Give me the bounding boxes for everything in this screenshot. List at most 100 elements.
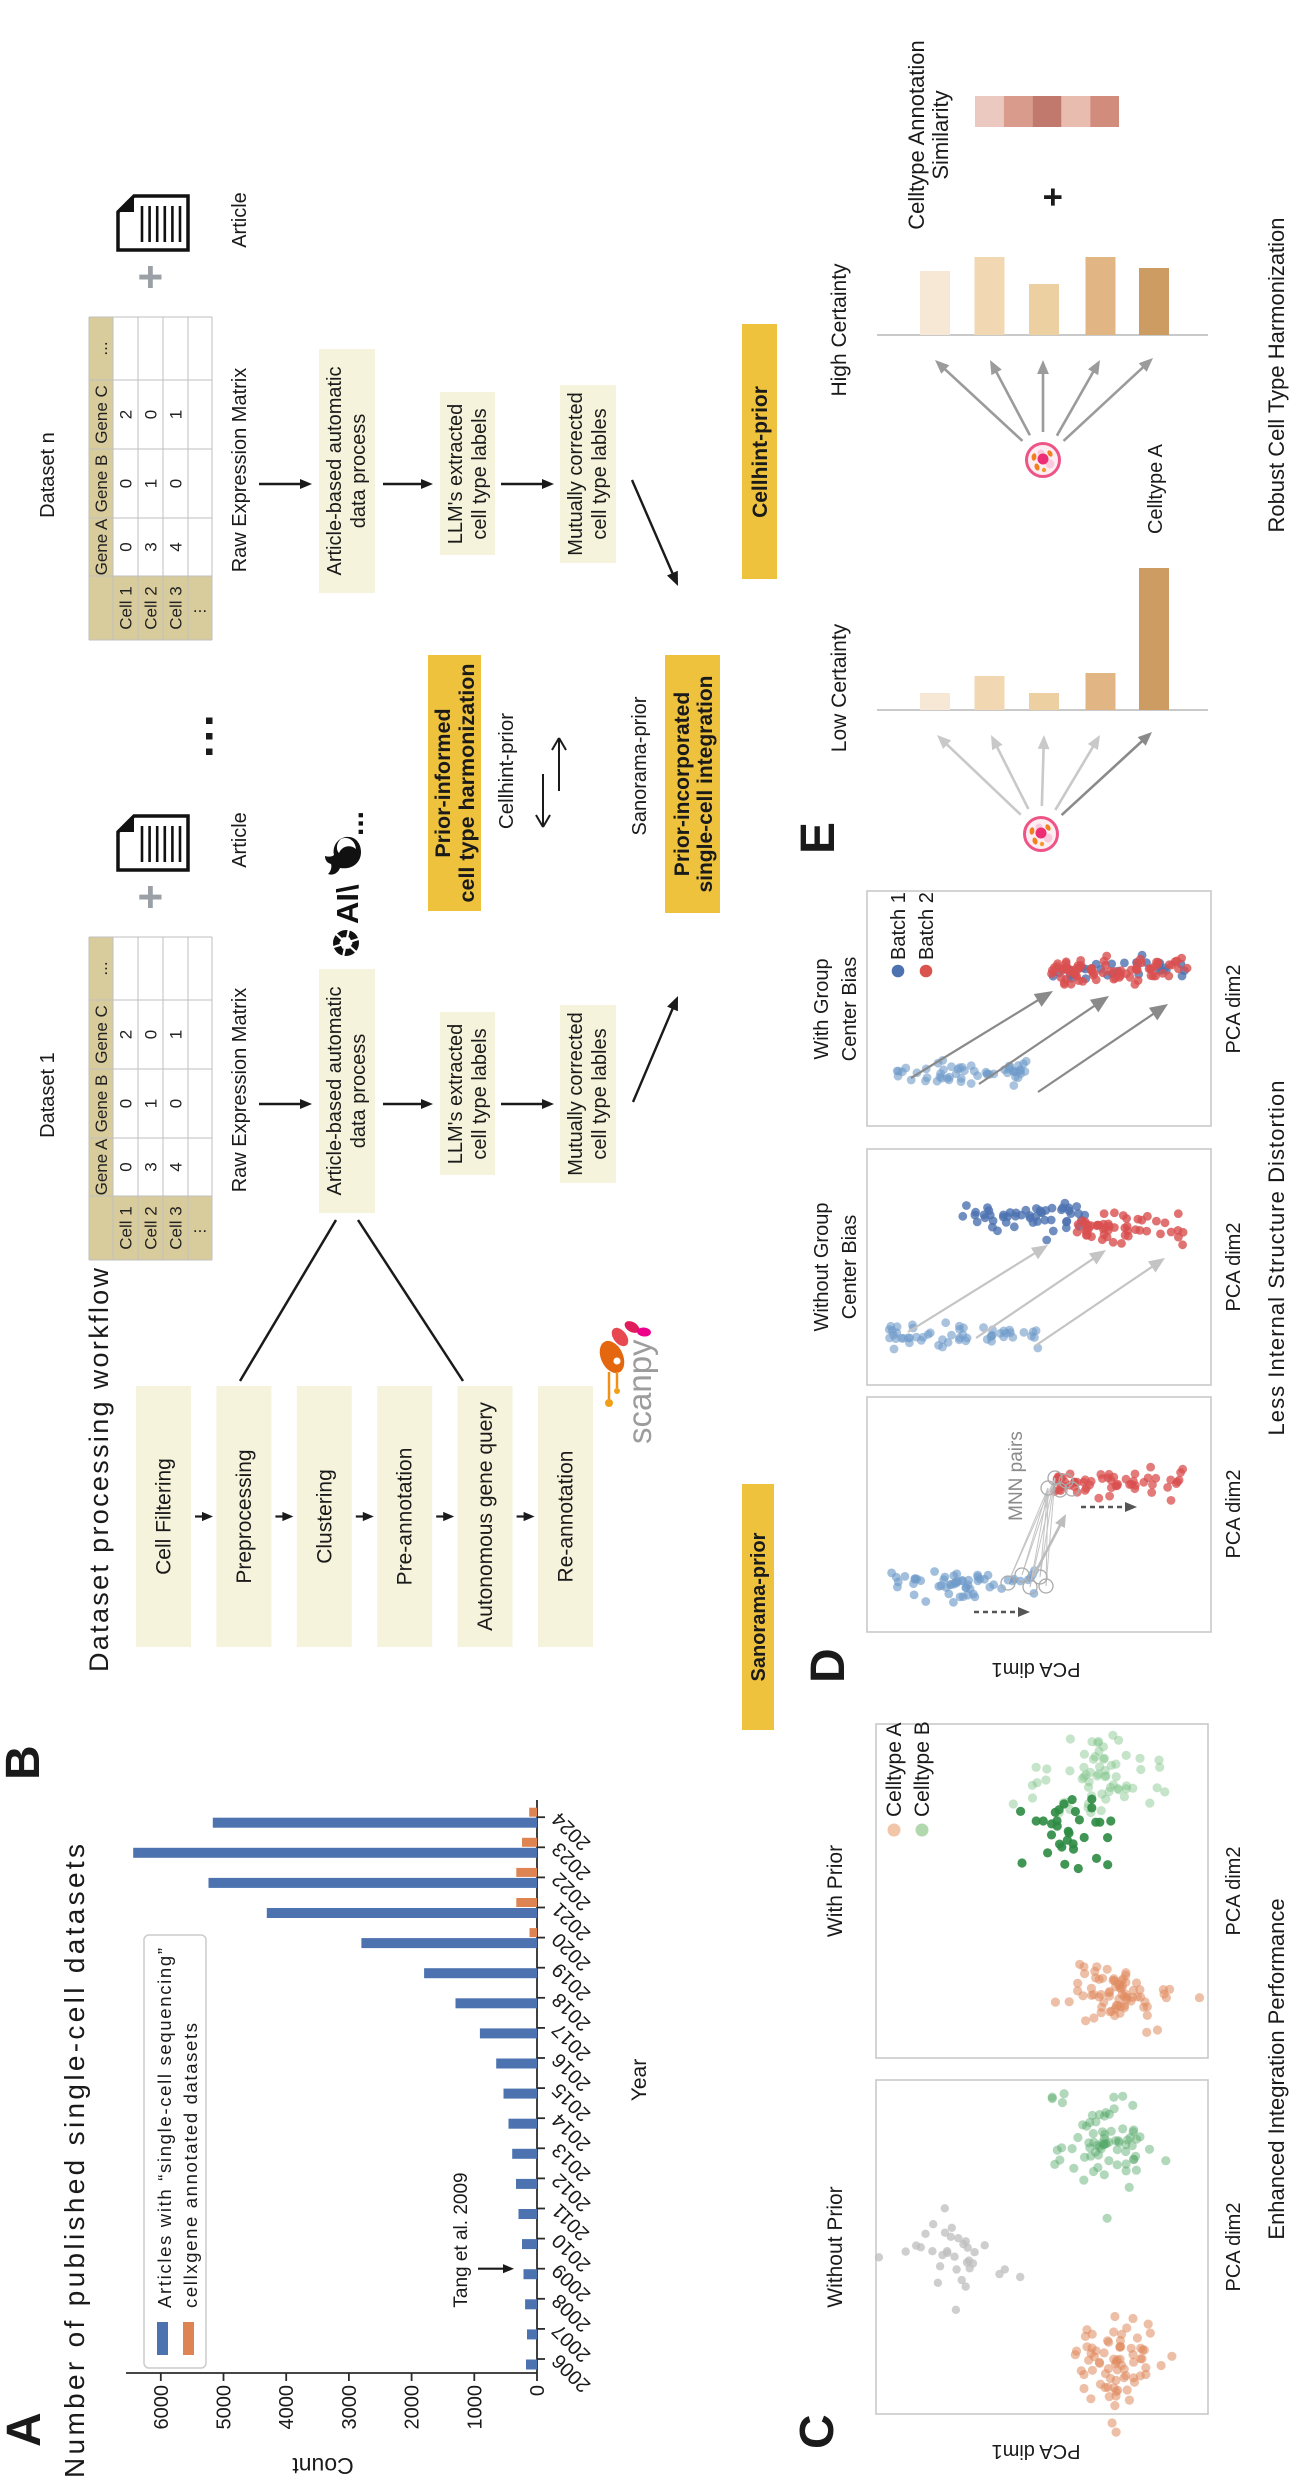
- svg-text:Celltype A: Celltype A: [1145, 443, 1167, 534]
- svg-text:+: +: [1034, 187, 1072, 207]
- svg-text:...: ...: [193, 1217, 207, 1236]
- svg-text:Gene C: Gene C: [92, 1005, 111, 1064]
- svg-text:+: +: [126, 884, 175, 910]
- svg-text:0: 0: [527, 2385, 549, 2396]
- svg-text:1: 1: [167, 410, 186, 419]
- svg-text:Prior-incorporated: Prior-incorporated: [671, 692, 694, 876]
- svg-text:0: 0: [142, 1030, 161, 1039]
- svg-text:Low Certainty: Low Certainty: [828, 623, 851, 752]
- svg-text:...: ...: [337, 811, 370, 836]
- svg-text:Pre-annotation: Pre-annotation: [394, 1448, 417, 1586]
- svg-text:With Prior: With Prior: [824, 1845, 847, 1937]
- svg-text:PCA dim2: PCA dim2: [1223, 1223, 1245, 1312]
- svg-text:Cell 1: Cell 1: [117, 1206, 136, 1249]
- svg-text:Less Internal Structure Distor: Less Internal Structure Distortion: [1264, 1081, 1289, 1436]
- svg-text:Dataset n: Dataset n: [37, 432, 59, 518]
- svg-text:Cellhint-prior: Cellhint-prior: [749, 386, 772, 518]
- svg-text:Articles with “single-cell seq: Articles with “single-cell sequencing”: [154, 1948, 175, 2308]
- svg-text:Dataset 1: Dataset 1: [37, 1052, 59, 1138]
- svg-text:2: 2: [117, 410, 136, 419]
- svg-text:single-cell integration: single-cell integration: [694, 675, 717, 892]
- svg-text:Gene A: Gene A: [92, 518, 111, 575]
- svg-text:PCA dim2: PCA dim2: [1223, 965, 1245, 1054]
- svg-text:Center Bias: Center Bias: [839, 1215, 861, 1320]
- svg-text:cell type labels: cell type labels: [469, 1028, 491, 1159]
- svg-text:1: 1: [142, 1099, 161, 1108]
- svg-text:Celltype B: Celltype B: [911, 1721, 934, 1817]
- svg-text:2000: 2000: [402, 2385, 424, 2430]
- svg-text:Cell 3: Cell 3: [167, 1206, 186, 1249]
- svg-text:Mutually corrected: Mutually corrected: [565, 1012, 587, 1175]
- svg-text:scanpy: scanpy: [621, 1339, 658, 1444]
- svg-text:0: 0: [167, 1099, 186, 1108]
- svg-text:D: D: [802, 1648, 855, 1683]
- svg-text:Celltype A: Celltype A: [883, 1722, 906, 1817]
- svg-text:Cell 3: Cell 3: [167, 586, 186, 629]
- svg-text:cellxgene annotated datasets: cellxgene annotated datasets: [180, 2023, 201, 2308]
- svg-text:Clustering: Clustering: [313, 1469, 336, 1564]
- svg-text:C: C: [791, 2414, 844, 2449]
- svg-text:Number of published single-cel: Number of published single-cell datasets: [59, 1844, 90, 2478]
- svg-text:Enhanced Integration Performan: Enhanced Integration Performance: [1264, 1898, 1289, 2239]
- svg-text:Gene B: Gene B: [92, 455, 111, 513]
- svg-text:Mutually corrected: Mutually corrected: [565, 392, 587, 555]
- svg-text:With Group: With Group: [811, 958, 833, 1059]
- svg-text:0: 0: [142, 410, 161, 419]
- svg-text:PCA dim2: PCA dim2: [1223, 1847, 1245, 1936]
- svg-text:Re-annotation: Re-annotation: [555, 1451, 578, 1583]
- svg-text:Cell 1: Cell 1: [117, 586, 136, 629]
- svg-text:data process: data process: [348, 1034, 370, 1149]
- svg-text:0: 0: [117, 1099, 136, 1108]
- svg-text:0: 0: [117, 1162, 136, 1171]
- svg-text:...: ...: [193, 597, 207, 616]
- svg-text:cell type lables: cell type lables: [589, 1028, 611, 1159]
- svg-text:Raw Expression Matrix: Raw Expression Matrix: [229, 368, 251, 573]
- svg-text:Robust Cell Type Harmonization: Robust Cell Type Harmonization: [1264, 217, 1289, 532]
- svg-text:Cell Filtering: Cell Filtering: [153, 1458, 176, 1575]
- svg-text:1000: 1000: [464, 2385, 486, 2430]
- svg-text:data process: data process: [348, 414, 370, 529]
- svg-text:PCA dim1: PCA dim1: [992, 1658, 1081, 1680]
- svg-text:Without Prior: Without Prior: [824, 2186, 847, 2307]
- svg-text:0: 0: [167, 479, 186, 488]
- svg-text:3: 3: [142, 542, 161, 551]
- svg-text:Gene B: Gene B: [92, 1075, 111, 1133]
- svg-text:Count: Count: [292, 2453, 354, 2479]
- svg-text:Article: Article: [229, 192, 251, 248]
- svg-text:...: ...: [92, 961, 111, 975]
- svg-text:Center Bias: Center Bias: [839, 957, 861, 1062]
- svg-text:Batch 2: Batch 2: [916, 892, 938, 960]
- svg-text:Article-based automatic: Article-based automatic: [324, 367, 346, 576]
- svg-text:4000: 4000: [276, 2385, 298, 2430]
- svg-text:0: 0: [117, 479, 136, 488]
- svg-text:3: 3: [142, 1162, 161, 1171]
- svg-text:1: 1: [142, 479, 161, 488]
- svg-text:...: ...: [92, 341, 111, 355]
- svg-text:Preprocessing: Preprocessing: [233, 1449, 256, 1583]
- svg-text:PCA dim2: PCA dim2: [1223, 2203, 1245, 2292]
- svg-text:Raw Expression Matrix: Raw Expression Matrix: [229, 988, 251, 1193]
- svg-text:6000: 6000: [151, 2385, 173, 2430]
- svg-text:AI\: AI\: [330, 884, 365, 924]
- svg-text:MNN pairs: MNN pairs: [1006, 1431, 1027, 1521]
- svg-text:A: A: [0, 2412, 51, 2447]
- svg-text:Cell 2: Cell 2: [142, 586, 161, 629]
- svg-text:High Certainty: High Certainty: [828, 263, 851, 397]
- svg-text:Dataset processing workflow: Dataset processing workflow: [84, 1268, 114, 1673]
- svg-text:1: 1: [167, 1030, 186, 1039]
- svg-text:4: 4: [167, 542, 186, 551]
- svg-text:Cell 2: Cell 2: [142, 1206, 161, 1249]
- svg-text:Tang et al. 2009: Tang et al. 2009: [451, 2172, 472, 2307]
- svg-text:Gene C: Gene C: [92, 385, 111, 444]
- svg-text:Sanorama-prior: Sanorama-prior: [748, 1532, 770, 1681]
- svg-text:4: 4: [167, 1162, 186, 1171]
- svg-text:Article-based automatic: Article-based automatic: [324, 987, 346, 1196]
- svg-text:LLM's extracted: LLM's extracted: [445, 1024, 467, 1165]
- svg-text:Gene A: Gene A: [92, 1138, 111, 1195]
- svg-text:Cellhint-prior: Cellhint-prior: [495, 713, 518, 829]
- svg-text:cell type lables: cell type lables: [589, 408, 611, 539]
- svg-text:Celltype Annotation: Celltype Annotation: [904, 40, 929, 230]
- svg-text:LLM's extracted: LLM's extracted: [445, 404, 467, 545]
- svg-text:cell type labels: cell type labels: [469, 408, 491, 539]
- svg-text:0: 0: [117, 542, 136, 551]
